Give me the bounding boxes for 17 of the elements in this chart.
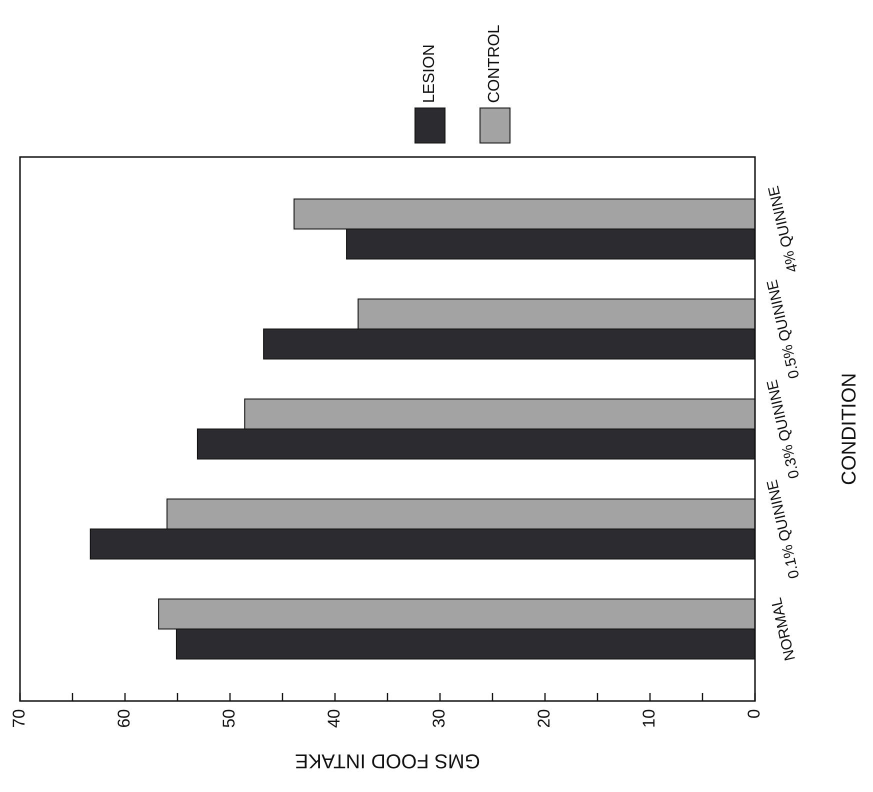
- x-tick-label: 40: [324, 709, 344, 728]
- y-tick-label: 0.1% QUININE: [764, 478, 804, 580]
- x-tick-label: 30: [429, 709, 448, 728]
- x-axis-title: GMS FOOD INTAKE: [294, 750, 480, 772]
- x-tick-label: 60: [114, 709, 134, 728]
- y-tick-label: 0.3% QUININE: [764, 378, 804, 480]
- x-tick-label: 20: [534, 709, 554, 728]
- y-tick-label: 0.5% QUININE: [764, 278, 804, 380]
- x-tick-label: 70: [9, 709, 28, 728]
- x-tick-label: 0: [744, 709, 764, 718]
- y-tick-label: 4% QUININE: [765, 184, 802, 274]
- y-axis-title: CONDITION: [838, 372, 860, 486]
- text: CONTROL: [486, 24, 504, 103]
- x-tick-label: 50: [219, 709, 238, 728]
- x-tick-label: 10: [639, 709, 658, 728]
- text: LESION: [421, 44, 438, 103]
- y-tick-label: NORMAL: [768, 596, 799, 662]
